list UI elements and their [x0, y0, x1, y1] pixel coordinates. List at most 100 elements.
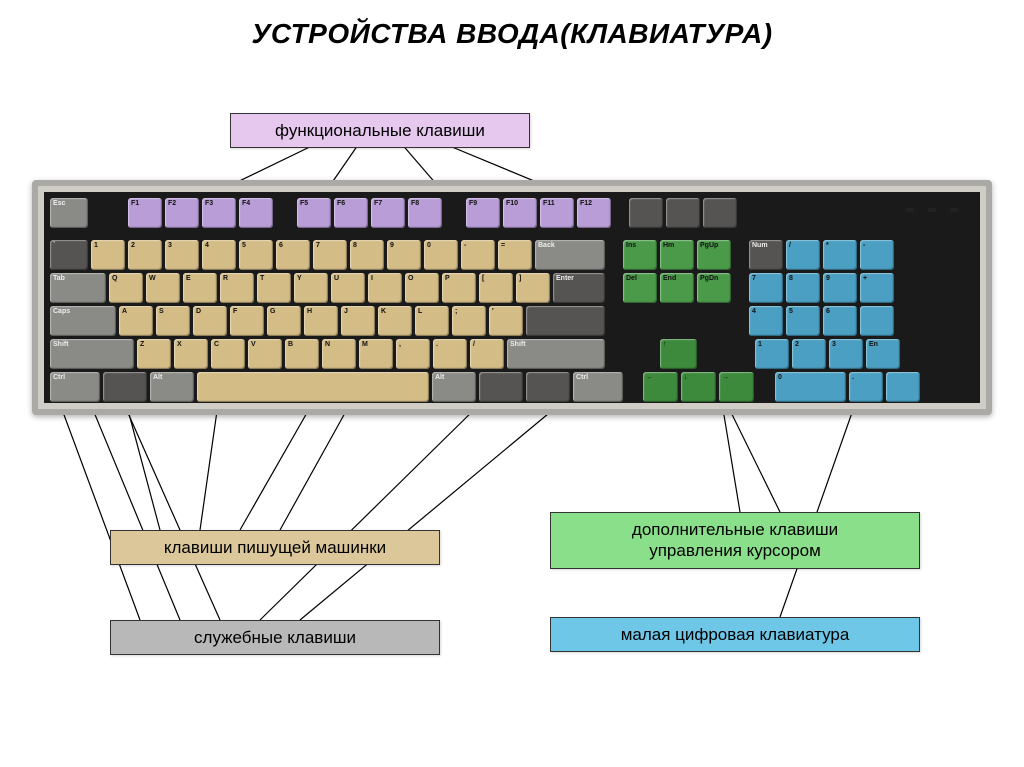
key: E — [183, 273, 217, 303]
key: ] — [516, 273, 550, 303]
key: 4 — [749, 306, 783, 336]
key — [666, 198, 700, 228]
led-indicators — [906, 208, 958, 212]
key: U — [331, 273, 365, 303]
key: ' — [489, 306, 523, 336]
key: 5 — [786, 306, 820, 336]
key — [860, 306, 894, 336]
key: F8 — [408, 198, 442, 228]
key — [526, 372, 570, 402]
key: Alt — [150, 372, 194, 402]
label-cursor-keys: дополнительные клавиши управления курсор… — [550, 512, 920, 569]
key: Alt — [432, 372, 476, 402]
key: Back — [535, 240, 605, 270]
key: En — [866, 339, 900, 369]
key — [197, 372, 429, 402]
key: L — [415, 306, 449, 336]
key: Tab — [50, 273, 106, 303]
label-numpad-keys: малая цифровая клавиатура — [550, 617, 920, 652]
key: [ — [479, 273, 513, 303]
key: W — [146, 273, 180, 303]
key: 6 — [823, 306, 857, 336]
label-service-keys: служебные клавиши — [110, 620, 440, 655]
key: 3 — [829, 339, 863, 369]
key: 0 — [775, 372, 846, 402]
key: F1 — [128, 198, 162, 228]
key: 1 — [755, 339, 789, 369]
label-function-keys: функциональные клавиши — [230, 113, 530, 148]
key: 7 — [313, 240, 347, 270]
key: A — [119, 306, 153, 336]
key: Shift — [50, 339, 134, 369]
key — [703, 198, 737, 228]
key: Del — [623, 273, 657, 303]
key: F9 — [466, 198, 500, 228]
key: . — [849, 372, 883, 402]
key: M — [359, 339, 393, 369]
key: F5 — [297, 198, 331, 228]
key: Ins — [623, 240, 657, 270]
key: ` — [50, 240, 88, 270]
key — [526, 306, 605, 336]
key: Ctrl — [573, 372, 623, 402]
key: V — [248, 339, 282, 369]
key: / — [786, 240, 820, 270]
key: = — [498, 240, 532, 270]
key: Q — [109, 273, 143, 303]
key — [629, 198, 663, 228]
key: Y — [294, 273, 328, 303]
key: H — [304, 306, 338, 336]
key: Z — [137, 339, 171, 369]
key: ↓ — [681, 372, 716, 402]
key: F12 — [577, 198, 611, 228]
key: - — [860, 240, 894, 270]
key: Enter — [553, 273, 605, 303]
key: S — [156, 306, 190, 336]
key: F3 — [202, 198, 236, 228]
key: F4 — [239, 198, 273, 228]
key: ; — [452, 306, 486, 336]
key: , — [396, 339, 430, 369]
key: C — [211, 339, 245, 369]
key: F2 — [165, 198, 199, 228]
key: Shift — [507, 339, 605, 369]
keyboard-diagram: EscF1F2F3F4F5F6F7F8F9F10F11F12`123456789… — [32, 180, 992, 415]
key: 3 — [165, 240, 199, 270]
key: 5 — [239, 240, 273, 270]
key: 1 — [91, 240, 125, 270]
key: * — [823, 240, 857, 270]
key: 2 — [128, 240, 162, 270]
key: G — [267, 306, 301, 336]
key: 7 — [749, 273, 783, 303]
key: / — [470, 339, 504, 369]
key: F — [230, 306, 264, 336]
key: 9 — [387, 240, 421, 270]
key: 0 — [424, 240, 458, 270]
key: 8 — [350, 240, 384, 270]
key — [886, 372, 920, 402]
key: F6 — [334, 198, 368, 228]
key: ↑ — [660, 339, 697, 369]
key: X — [174, 339, 208, 369]
key — [479, 372, 523, 402]
key: - — [461, 240, 495, 270]
key: 2 — [792, 339, 826, 369]
key: F7 — [371, 198, 405, 228]
keyboard-inner: EscF1F2F3F4F5F6F7F8F9F10F11F12`123456789… — [44, 192, 980, 403]
key: 8 — [786, 273, 820, 303]
label-typing-keys: клавиши пишущей машинки — [110, 530, 440, 565]
key: 4 — [202, 240, 236, 270]
key: F11 — [540, 198, 574, 228]
key: P — [442, 273, 476, 303]
key: 9 — [823, 273, 857, 303]
key: End — [660, 273, 694, 303]
key: Ctrl — [50, 372, 100, 402]
key: I — [368, 273, 402, 303]
key: + — [860, 273, 894, 303]
key: N — [322, 339, 356, 369]
key: PgDn — [697, 273, 731, 303]
key: Hm — [660, 240, 694, 270]
key — [103, 372, 147, 402]
key: Num — [749, 240, 783, 270]
key: F10 — [503, 198, 537, 228]
